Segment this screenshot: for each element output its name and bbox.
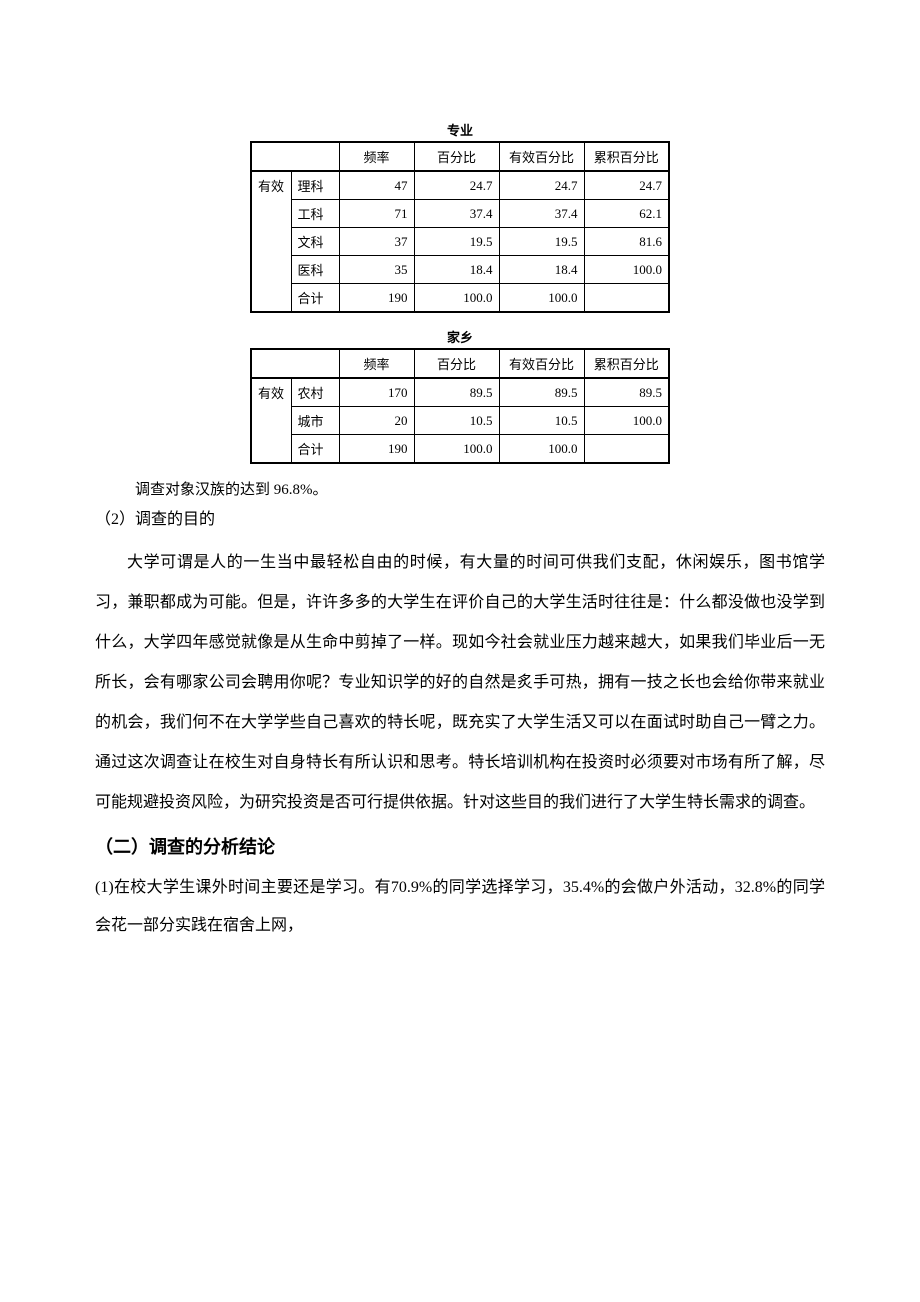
- cell-freq: 170: [339, 378, 414, 407]
- cell-vpct: 19.5: [499, 228, 584, 256]
- frequency-table-major: 专业 频率 百分比 有效百分比 累积百分比 有效 理科 47 24.7 24.7…: [95, 120, 825, 313]
- table-row: 有效 农村 170 89.5 89.5 89.5: [251, 378, 669, 407]
- header-pct: 百分比: [414, 142, 499, 171]
- total-label: 合计: [291, 435, 339, 464]
- cell-cpct: 89.5: [584, 378, 669, 407]
- cell-freq: 20: [339, 407, 414, 435]
- cell-pct: 18.4: [414, 256, 499, 284]
- header-cpct: 累积百分比: [584, 349, 669, 378]
- cell-freq: 37: [339, 228, 414, 256]
- total-label: 合计: [291, 284, 339, 313]
- total-vpct: 100.0: [499, 284, 584, 313]
- cell-cpct: 62.1: [584, 200, 669, 228]
- header-cpct: 累积百分比: [584, 142, 669, 171]
- cell-vpct: 37.4: [499, 200, 584, 228]
- cell-vpct: 89.5: [499, 378, 584, 407]
- table-total-row: 合计 190 100.0 100.0: [251, 284, 669, 313]
- total-freq: 190: [339, 435, 414, 464]
- group-label: 有效: [251, 171, 291, 312]
- cell-pct: 24.7: [414, 171, 499, 200]
- group-label: 有效: [251, 378, 291, 463]
- cell-freq: 71: [339, 200, 414, 228]
- cell-freq: 35: [339, 256, 414, 284]
- table-title: 专业: [95, 120, 825, 139]
- header-freq: 频率: [339, 142, 414, 171]
- table-title: 家乡: [95, 327, 825, 346]
- cell-vpct: 24.7: [499, 171, 584, 200]
- cell-cpct: 24.7: [584, 171, 669, 200]
- table-major: 频率 百分比 有效百分比 累积百分比 有效 理科 47 24.7 24.7 24…: [250, 141, 670, 313]
- row-label: 理科: [291, 171, 339, 200]
- section-heading-conclusion: （二）调查的分析结论: [95, 833, 825, 859]
- body-paragraph-purpose: 大学可谓是人的一生当中最轻松自由的时候，有大量的时间可供我们支配，休闲娱乐，图书…: [95, 543, 825, 823]
- cell-pct: 10.5: [414, 407, 499, 435]
- table-hometown: 频率 百分比 有效百分比 累积百分比 有效 农村 170 89.5 89.5 8…: [250, 348, 670, 464]
- table-row: 城市 20 10.5 10.5 100.0: [251, 407, 669, 435]
- note-text: 调查对象汉族的达到 96.8%。: [135, 478, 825, 499]
- table-header-row: 频率 百分比 有效百分比 累积百分比: [251, 142, 669, 171]
- row-label: 农村: [291, 378, 339, 407]
- cell-cpct: 100.0: [584, 256, 669, 284]
- header-freq: 频率: [339, 349, 414, 378]
- cell-pct: 37.4: [414, 200, 499, 228]
- total-cpct: [584, 435, 669, 464]
- header-vpct: 有效百分比: [499, 142, 584, 171]
- header-empty: [251, 142, 339, 171]
- cell-pct: 89.5: [414, 378, 499, 407]
- total-vpct: 100.0: [499, 435, 584, 464]
- table-total-row: 合计 190 100.0 100.0: [251, 435, 669, 464]
- cell-cpct: 81.6: [584, 228, 669, 256]
- cell-cpct: 100.0: [584, 407, 669, 435]
- row-label: 工科: [291, 200, 339, 228]
- header-vpct: 有效百分比: [499, 349, 584, 378]
- row-label: 文科: [291, 228, 339, 256]
- total-cpct: [584, 284, 669, 313]
- row-label: 医科: [291, 256, 339, 284]
- header-pct: 百分比: [414, 349, 499, 378]
- header-empty: [251, 349, 339, 378]
- cell-freq: 47: [339, 171, 414, 200]
- table-row: 有效 理科 47 24.7 24.7 24.7: [251, 171, 669, 200]
- table-header-row: 频率 百分比 有效百分比 累积百分比: [251, 349, 669, 378]
- table-row: 工科 71 37.4 37.4 62.1: [251, 200, 669, 228]
- table-row: 医科 35 18.4 18.4 100.0: [251, 256, 669, 284]
- cell-vpct: 18.4: [499, 256, 584, 284]
- row-label: 城市: [291, 407, 339, 435]
- body-paragraph-conclusion: (1)在校大学生课外时间主要还是学习。有70.9%的同学选择学习，35.4%的会…: [95, 869, 825, 946]
- section-heading-purpose: （2）调查的目的: [95, 505, 825, 529]
- cell-pct: 19.5: [414, 228, 499, 256]
- total-freq: 190: [339, 284, 414, 313]
- frequency-table-hometown: 家乡 频率 百分比 有效百分比 累积百分比 有效 农村 170 89.5 89.…: [95, 327, 825, 464]
- total-pct: 100.0: [414, 284, 499, 313]
- total-pct: 100.0: [414, 435, 499, 464]
- cell-vpct: 10.5: [499, 407, 584, 435]
- table-row: 文科 37 19.5 19.5 81.6: [251, 228, 669, 256]
